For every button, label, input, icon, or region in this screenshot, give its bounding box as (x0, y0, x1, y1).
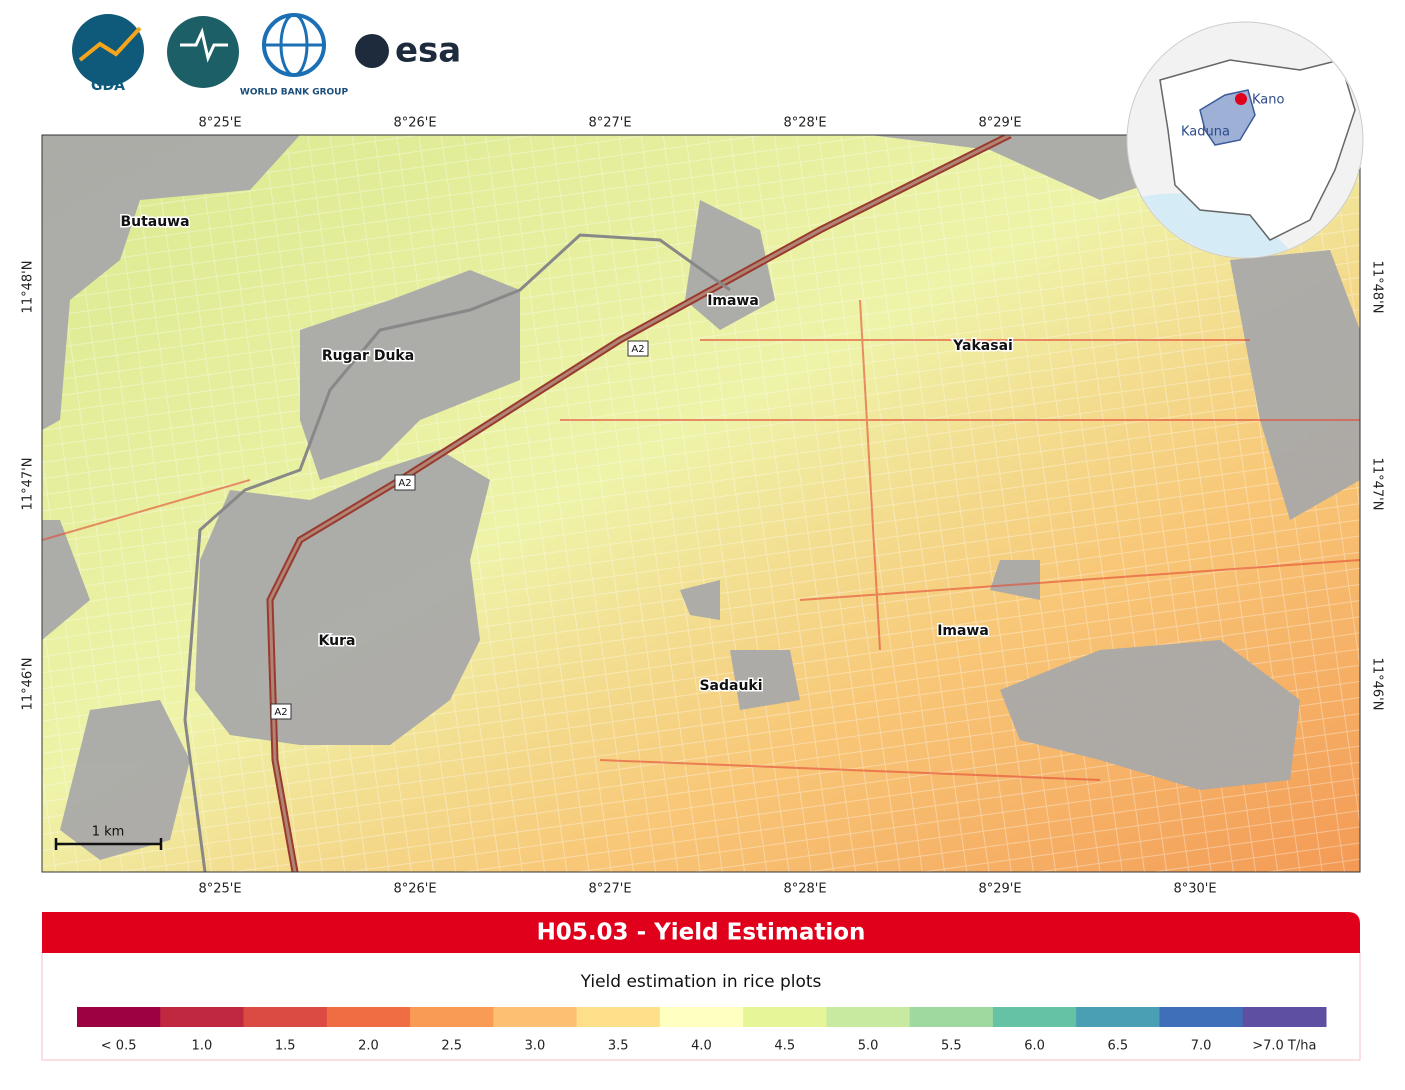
place-label: Imawa (707, 293, 759, 309)
lon-tick-label: 8°27'E (588, 116, 631, 131)
legend-swatch (826, 1007, 911, 1027)
lat-tick-label: 11°46'N (21, 658, 36, 711)
graticule-labels: 8°25'E 8°26'E 8°27'E 8°28'E 8°29'E 8°25'E 8°26… (21, 116, 1385, 897)
gda-label: GDA (91, 78, 125, 94)
logos: GDA WORLD BANK GROUP esa (72, 13, 461, 98)
lon-tick-label: 8°28'E (783, 882, 826, 897)
place-labels: Butauwa Imawa Rugar Duka Yakasai Kura Im… (119, 213, 1014, 696)
lat-tick-label: 11°48'N (21, 261, 36, 314)
road-label: A2 (398, 478, 411, 489)
legend-swatch (743, 1007, 827, 1027)
road-label: A2 (631, 344, 644, 355)
inset-label: Kaduna (1181, 125, 1230, 140)
world-bank-label: WORLD BANK GROUP (240, 88, 349, 98)
legend-swatch (909, 1007, 994, 1027)
legend-label: < 0.5 (101, 1039, 137, 1054)
place-label: Butauwa (120, 214, 189, 230)
esa-label: esa (395, 31, 461, 71)
legend-label: 2.0 (358, 1039, 379, 1054)
lon-tick-label: 8°25'E (198, 116, 241, 131)
scale-bar: 1 km (54, 825, 163, 850)
lon-tick-label: 8°29'E (978, 116, 1021, 131)
scale-bar-label: 1 km (92, 825, 125, 840)
health-logo (167, 16, 239, 88)
legend-classes: < 0.5 1.0 1.5 2.0 2.5 3.0 3.5 4.0 4.5 5.0 5.5 6.0 6.… (77, 1007, 1327, 1054)
legend-swatch (1159, 1007, 1244, 1027)
legend-label: 6.0 (1024, 1039, 1045, 1054)
legend-swatch (992, 1007, 1077, 1027)
legend-label: 5.0 (858, 1039, 879, 1054)
map-frame (41, 134, 1361, 873)
legend-label: 4.0 (691, 1039, 712, 1054)
legend-label: 3.0 (525, 1039, 546, 1054)
lon-tick-label: 8°30'E (1173, 882, 1216, 897)
road-label: A2 (274, 707, 287, 718)
urban-areas (42, 135, 1360, 860)
legend-label: 3.5 (608, 1039, 629, 1054)
map (42, 135, 1360, 872)
place-label: Rugar Duka (322, 348, 414, 364)
place-label: Imawa (937, 623, 989, 639)
lon-tick-label: 8°26'E (393, 116, 436, 131)
legend: H05.03 - Yield Estimation Yield estimati… (41, 912, 1361, 1061)
lat-tick-label: 11°47'N (1370, 458, 1385, 511)
legend-label: 4.5 (774, 1039, 795, 1054)
legend-subtitle: Yield estimation in rice plots (580, 972, 822, 992)
legend-label: 1.0 (192, 1039, 213, 1054)
legend-swatch (1076, 1007, 1160, 1027)
legend-swatch (1242, 1007, 1327, 1027)
legend-swatch (493, 1007, 578, 1027)
lat-tick-label: 11°46'N (1370, 658, 1385, 711)
roads (42, 135, 1360, 872)
place-label: Sadauki (699, 678, 762, 694)
legend-swatch (243, 1007, 328, 1027)
legend-swatch (160, 1007, 245, 1027)
legend-label: 6.5 (1107, 1039, 1128, 1054)
legend-label: 2.5 (441, 1039, 462, 1054)
inset-map: Kano Kaduna (1126, 21, 1364, 259)
inset-label: Kano (1252, 93, 1285, 108)
place-label: Yakasai (952, 338, 1013, 354)
legend-swatch (326, 1007, 411, 1027)
legend-swatch (410, 1007, 494, 1027)
lon-tick-label: 8°27'E (588, 882, 631, 897)
place-label: Kura (319, 633, 356, 649)
lon-tick-label: 8°26'E (393, 882, 436, 897)
legend-swatch (576, 1007, 661, 1027)
lon-tick-label: 8°29'E (978, 882, 1021, 897)
road-labels: A2 A2 A2 (270, 340, 649, 720)
lat-tick-label: 11°47'N (21, 458, 36, 511)
legend-swatch (77, 1007, 161, 1027)
esa-logo (355, 34, 389, 68)
legend-label: 5.5 (941, 1039, 962, 1054)
legend-label: >7.0 T/ha (1252, 1039, 1316, 1054)
legend-label: 7.0 (1191, 1039, 1212, 1054)
lon-tick-label: 8°25'E (198, 882, 241, 897)
lon-tick-label: 8°28'E (783, 116, 826, 131)
legend-swatch (659, 1007, 744, 1027)
legend-title: H05.03 - Yield Estimation (537, 920, 866, 946)
lat-tick-label: 11°48'N (1370, 261, 1385, 314)
legend-label: 1.5 (275, 1039, 296, 1054)
